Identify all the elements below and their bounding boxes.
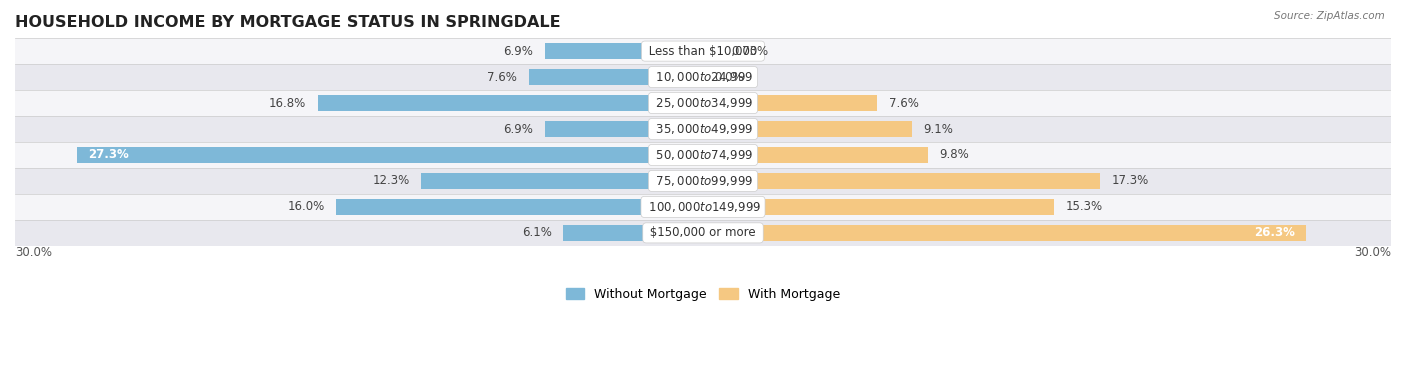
Bar [529, 69, 703, 85]
Text: 9.8%: 9.8% [939, 149, 969, 161]
Bar [420, 173, 703, 189]
Bar [703, 121, 911, 137]
Bar [544, 121, 703, 137]
Bar [15, 168, 1391, 194]
Text: 6.9%: 6.9% [503, 45, 533, 57]
Bar [15, 90, 1391, 116]
Bar [703, 225, 1306, 241]
Text: 6.1%: 6.1% [522, 226, 551, 239]
Bar [15, 116, 1391, 142]
Text: $150,000 or more: $150,000 or more [647, 226, 759, 239]
Bar [15, 142, 1391, 168]
Bar [15, 194, 1391, 220]
Text: $25,000 to $34,999: $25,000 to $34,999 [652, 96, 754, 110]
Legend: Without Mortgage, With Mortgage: Without Mortgage, With Mortgage [561, 283, 845, 306]
Text: Source: ZipAtlas.com: Source: ZipAtlas.com [1274, 11, 1385, 21]
Text: $10,000 to $24,999: $10,000 to $24,999 [652, 70, 754, 84]
Bar [318, 95, 703, 111]
Text: 0.73%: 0.73% [731, 45, 768, 57]
Text: 16.0%: 16.0% [287, 200, 325, 214]
Text: 30.0%: 30.0% [1354, 246, 1391, 259]
Bar [15, 220, 1391, 246]
Bar [703, 199, 1054, 215]
Bar [703, 147, 928, 163]
Text: 0.0%: 0.0% [714, 71, 744, 84]
Text: 16.8%: 16.8% [269, 96, 307, 110]
Bar [703, 173, 1099, 189]
Text: 26.3%: 26.3% [1254, 226, 1295, 239]
Text: 17.3%: 17.3% [1111, 174, 1149, 187]
Bar [703, 95, 877, 111]
Bar [564, 225, 703, 241]
Bar [15, 38, 1391, 64]
Text: 7.6%: 7.6% [488, 71, 517, 84]
Text: Less than $10,000: Less than $10,000 [645, 45, 761, 57]
Text: 30.0%: 30.0% [15, 246, 52, 259]
Bar [15, 64, 1391, 90]
Bar [703, 43, 720, 59]
Text: $35,000 to $49,999: $35,000 to $49,999 [652, 122, 754, 136]
Text: $100,000 to $149,999: $100,000 to $149,999 [644, 200, 762, 214]
Bar [544, 43, 703, 59]
Text: 9.1%: 9.1% [924, 122, 953, 135]
Text: $75,000 to $99,999: $75,000 to $99,999 [652, 174, 754, 188]
Text: 15.3%: 15.3% [1066, 200, 1102, 214]
Bar [336, 199, 703, 215]
Bar [77, 147, 703, 163]
Text: 27.3%: 27.3% [89, 149, 129, 161]
Text: HOUSEHOLD INCOME BY MORTGAGE STATUS IN SPRINGDALE: HOUSEHOLD INCOME BY MORTGAGE STATUS IN S… [15, 15, 561, 30]
Text: 7.6%: 7.6% [889, 96, 918, 110]
Text: $50,000 to $74,999: $50,000 to $74,999 [652, 148, 754, 162]
Text: 6.9%: 6.9% [503, 122, 533, 135]
Text: 12.3%: 12.3% [373, 174, 409, 187]
